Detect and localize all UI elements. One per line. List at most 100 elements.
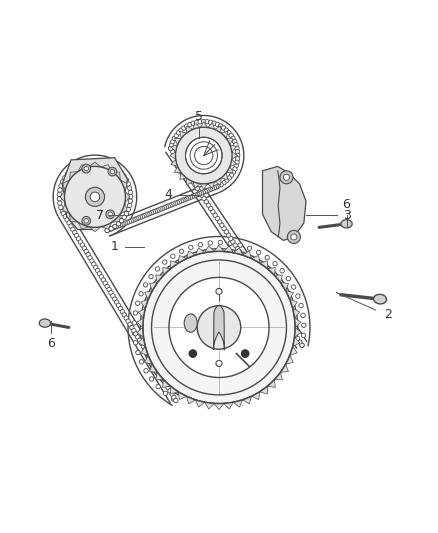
Circle shape — [95, 268, 100, 273]
Circle shape — [119, 171, 124, 175]
Polygon shape — [268, 379, 276, 387]
Polygon shape — [171, 159, 178, 166]
Circle shape — [236, 153, 240, 157]
Circle shape — [293, 333, 297, 337]
Circle shape — [126, 182, 131, 186]
Circle shape — [175, 156, 180, 160]
Circle shape — [147, 354, 151, 358]
Circle shape — [170, 392, 174, 397]
Circle shape — [284, 320, 289, 324]
Circle shape — [101, 278, 106, 282]
Circle shape — [300, 343, 304, 348]
Circle shape — [119, 219, 124, 223]
Circle shape — [216, 360, 222, 367]
Polygon shape — [200, 183, 208, 189]
Circle shape — [157, 208, 161, 212]
Circle shape — [96, 159, 100, 164]
Circle shape — [139, 292, 143, 296]
Circle shape — [297, 340, 302, 344]
Circle shape — [85, 187, 105, 206]
Circle shape — [215, 216, 219, 221]
Circle shape — [262, 286, 266, 290]
Circle shape — [172, 136, 177, 141]
Polygon shape — [243, 251, 251, 259]
Circle shape — [163, 391, 168, 395]
Circle shape — [162, 260, 167, 264]
Polygon shape — [275, 275, 283, 282]
Circle shape — [108, 212, 113, 216]
Circle shape — [118, 223, 122, 228]
Circle shape — [127, 186, 132, 190]
Circle shape — [168, 146, 173, 151]
Polygon shape — [275, 372, 283, 380]
Polygon shape — [170, 152, 176, 159]
Circle shape — [291, 285, 296, 289]
Circle shape — [88, 256, 92, 260]
Circle shape — [227, 131, 231, 135]
Polygon shape — [120, 203, 127, 214]
Circle shape — [149, 274, 153, 279]
Polygon shape — [171, 144, 178, 152]
Circle shape — [105, 161, 109, 165]
Circle shape — [58, 201, 62, 205]
Circle shape — [133, 311, 138, 315]
Circle shape — [59, 205, 63, 209]
Polygon shape — [251, 392, 260, 400]
Polygon shape — [281, 364, 289, 372]
Polygon shape — [170, 386, 178, 394]
Circle shape — [76, 237, 81, 241]
Circle shape — [295, 336, 300, 341]
Circle shape — [233, 243, 237, 247]
Polygon shape — [224, 246, 233, 253]
Circle shape — [211, 209, 215, 214]
Circle shape — [244, 260, 248, 264]
Polygon shape — [145, 290, 152, 300]
Circle shape — [184, 169, 188, 174]
Polygon shape — [293, 337, 300, 346]
Circle shape — [116, 167, 120, 172]
Circle shape — [258, 280, 262, 284]
Circle shape — [266, 293, 271, 297]
Circle shape — [128, 190, 133, 195]
Circle shape — [265, 255, 269, 260]
Circle shape — [151, 360, 155, 365]
Circle shape — [162, 205, 167, 210]
Circle shape — [110, 169, 115, 174]
Circle shape — [246, 263, 251, 268]
Circle shape — [63, 214, 67, 219]
Polygon shape — [290, 346, 297, 356]
Circle shape — [149, 211, 154, 215]
Circle shape — [206, 203, 211, 207]
Polygon shape — [178, 255, 187, 263]
Circle shape — [124, 212, 129, 216]
Circle shape — [222, 181, 226, 185]
Polygon shape — [195, 248, 205, 255]
Polygon shape — [162, 268, 170, 275]
Polygon shape — [149, 364, 157, 372]
Circle shape — [225, 179, 229, 183]
Circle shape — [166, 204, 170, 208]
Circle shape — [179, 199, 184, 203]
Circle shape — [191, 180, 195, 184]
Circle shape — [112, 225, 117, 230]
Circle shape — [231, 170, 236, 174]
Polygon shape — [112, 214, 120, 222]
Polygon shape — [63, 180, 70, 191]
Circle shape — [260, 283, 264, 287]
Circle shape — [155, 367, 159, 371]
Circle shape — [172, 202, 176, 206]
Circle shape — [142, 214, 146, 218]
Circle shape — [100, 160, 105, 164]
Circle shape — [201, 119, 206, 124]
Circle shape — [219, 223, 224, 227]
Circle shape — [138, 215, 143, 220]
Polygon shape — [260, 386, 268, 394]
Circle shape — [195, 186, 199, 191]
Polygon shape — [101, 222, 112, 229]
Circle shape — [171, 150, 175, 154]
Circle shape — [215, 122, 219, 127]
Circle shape — [241, 350, 249, 358]
Circle shape — [170, 143, 174, 147]
Circle shape — [234, 164, 238, 168]
Circle shape — [126, 207, 131, 212]
